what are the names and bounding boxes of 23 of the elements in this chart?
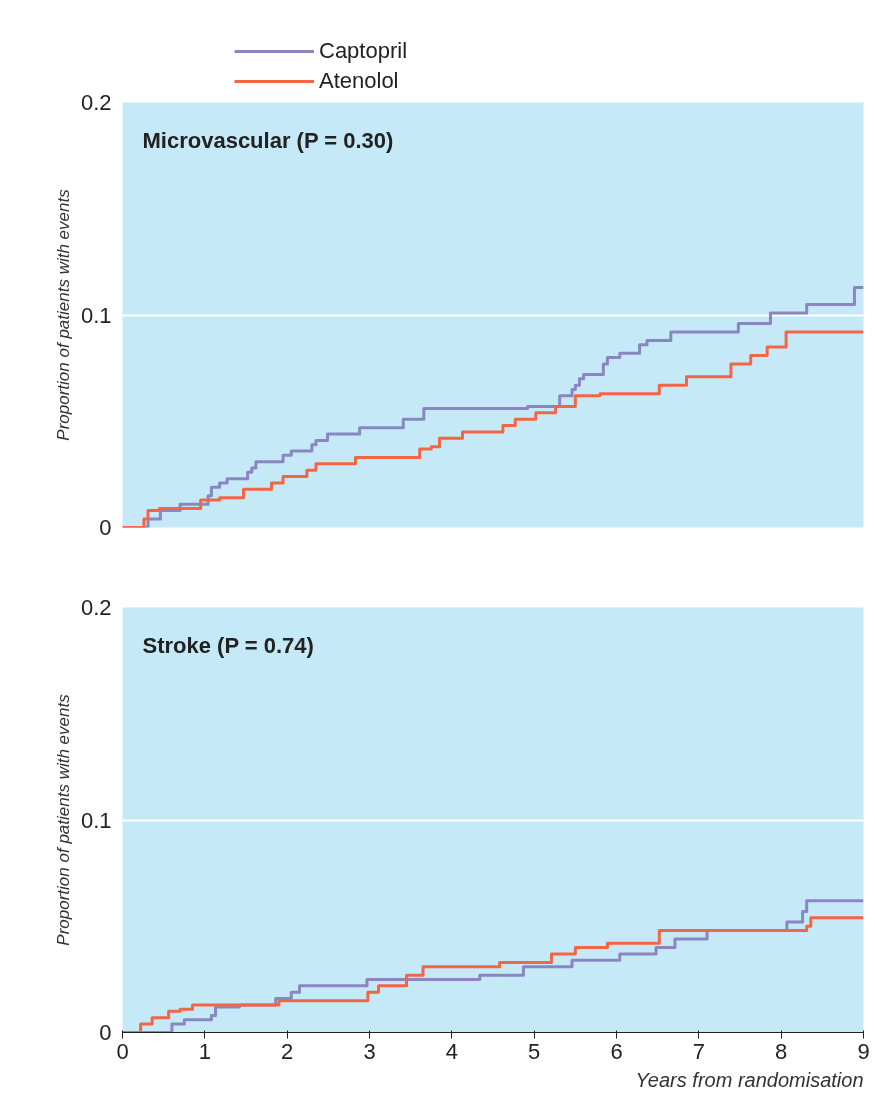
x-tick-label: 4 [445, 1038, 458, 1064]
x-axis-title: Years from randomisation [635, 1068, 864, 1091]
x-tick-label: 1 [198, 1038, 211, 1064]
y-tick-label: 0 [99, 1020, 112, 1045]
y-axis-title: Proportion of patients with events [53, 693, 73, 946]
y-tick-label: 0 [99, 515, 112, 540]
y-axis-title: Proportion of patients with events [53, 188, 73, 441]
x-tick-label: 5 [528, 1038, 541, 1064]
y-tick-label: 0.2 [80, 90, 112, 115]
text: Microvascular (P = 0.30) [142, 127, 394, 153]
x-tick-label: 8 [775, 1038, 788, 1064]
x-tick-label: 0 [116, 1038, 129, 1064]
x-tick-label: 6 [610, 1038, 623, 1064]
legend-label: Captopril [319, 38, 408, 64]
x-tick-label: 2 [281, 1038, 294, 1064]
x-tick-label: 7 [692, 1038, 705, 1064]
x-tick-label: 3 [363, 1038, 376, 1064]
y-tick-label: 0.1 [80, 807, 112, 833]
y-tick-label: 0.1 [80, 302, 112, 328]
text: Stroke (P = 0.74) [142, 632, 314, 658]
legend-label: Atenolol [319, 68, 399, 94]
y-tick-label: 0.2 [80, 595, 112, 620]
x-tick-label: 9 [857, 1038, 870, 1064]
